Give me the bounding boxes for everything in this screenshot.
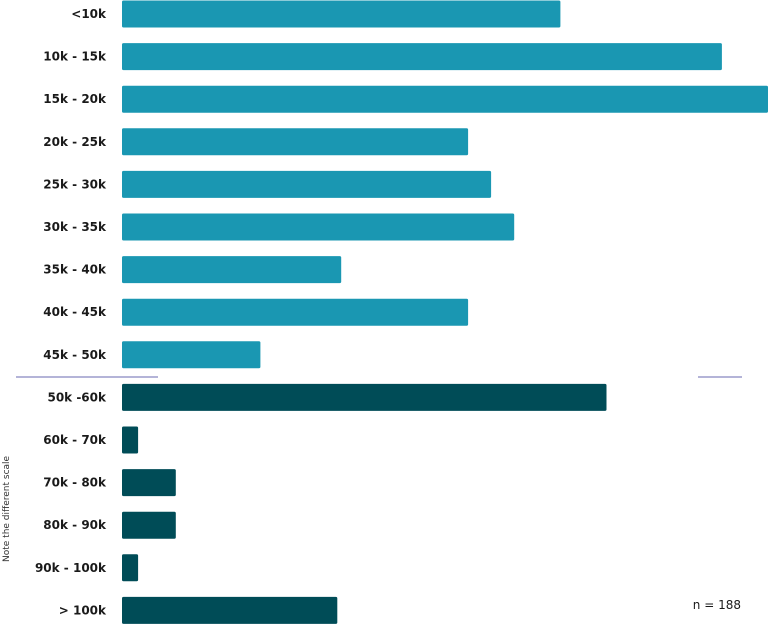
category-label-1-1: 60k - 70k: [43, 433, 107, 447]
category-label-1-2: 70k - 80k: [43, 476, 107, 490]
category-label-0-5: 30k - 35k: [43, 220, 107, 234]
bar-1-2: [122, 469, 176, 497]
bar-0-7: [122, 298, 469, 326]
category-label-0-2: 15k - 20k: [43, 92, 107, 106]
category-label-1-3: 80k - 90k: [43, 518, 107, 532]
category-label-0-8: 45k - 50k: [43, 348, 107, 362]
category-label-1-0: 50k -60k: [47, 390, 107, 404]
category-labels-layer: <10k 10k - 15k 15k - 20k 20k - 25k 25k - 30k…: [35, 7, 107, 617]
bar-0-6: [122, 256, 342, 284]
bar-1-1: [122, 426, 139, 454]
bars-layer: [122, 0, 768, 624]
category-label-0-3: 20k - 25k: [43, 135, 107, 149]
bar-0-1: [122, 43, 722, 71]
bar-1-4: [122, 554, 139, 582]
category-label-0-6: 35k - 40k: [43, 263, 107, 277]
category-label-1-4: 90k - 100k: [35, 561, 107, 575]
bar-1-0: [122, 383, 607, 411]
bar-0-5: [122, 213, 515, 241]
bar-0-2: [122, 85, 768, 113]
category-label-1-5: > 100k: [59, 603, 107, 617]
bar-0-8: [122, 341, 261, 369]
category-label-0-0: <10k: [71, 7, 107, 21]
bar-0-4: [122, 170, 492, 198]
scale-note: Note the different scale: [2, 455, 12, 562]
sample-size-label: n = 188: [693, 598, 741, 612]
category-label-0-7: 40k - 45k: [43, 305, 107, 319]
bar-1-5: [122, 596, 338, 624]
category-label-0-1: 10k - 15k: [43, 50, 107, 64]
bar-1-3: [122, 511, 176, 539]
bar-0-0: [122, 0, 561, 28]
bar-0-3: [122, 128, 469, 156]
category-label-0-4: 25k - 30k: [43, 177, 107, 191]
